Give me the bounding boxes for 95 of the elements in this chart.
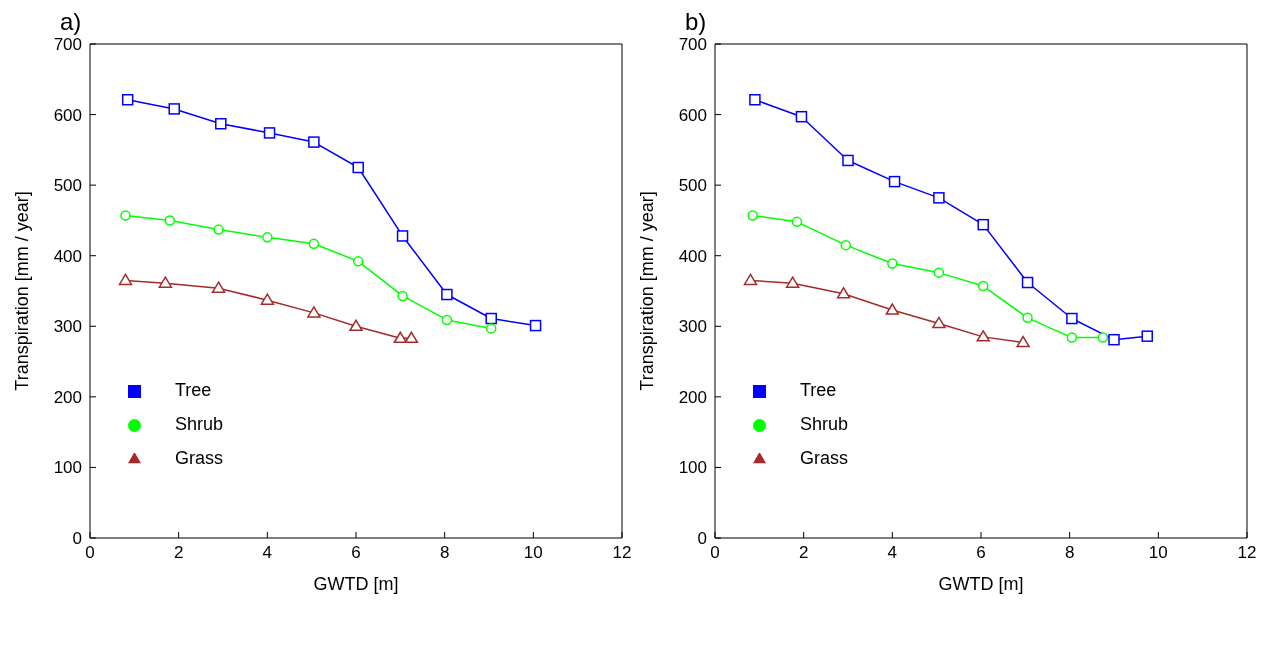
point — [349, 319, 363, 332]
y-tick-label: 400 — [53, 246, 82, 266]
chart-title: a) — [60, 8, 82, 36]
chart-title: b) — [685, 8, 707, 36]
point — [749, 94, 761, 106]
x-tick-label: 10 — [523, 543, 543, 563]
point — [976, 330, 990, 342]
x-tick-label: 0 — [710, 543, 720, 563]
point — [1066, 332, 1078, 343]
point — [352, 161, 364, 174]
y-tick-label: 0 — [697, 529, 707, 549]
legend-label: Tree — [175, 380, 212, 400]
y-tick-label: 500 — [53, 176, 82, 196]
point — [396, 230, 409, 242]
x-tick-label: 6 — [351, 543, 361, 563]
point — [885, 303, 900, 315]
point — [262, 232, 273, 243]
legend-label: Tree — [800, 380, 837, 400]
point — [1097, 332, 1109, 343]
y-tick-label: 700 — [53, 35, 82, 55]
point — [441, 288, 453, 301]
legend-label: Grass — [800, 448, 849, 468]
point — [887, 258, 898, 269]
x-tick-label: 8 — [439, 543, 450, 563]
point — [308, 136, 320, 148]
point — [485, 323, 497, 334]
legend-label: Shrub — [175, 414, 224, 434]
point — [485, 312, 497, 325]
point — [308, 238, 320, 249]
point — [1021, 276, 1034, 289]
y-tick-label: 100 — [53, 458, 82, 478]
point — [404, 331, 419, 344]
y-tick-label: 100 — [678, 458, 707, 478]
point — [977, 280, 989, 292]
y-tick-label: 600 — [53, 105, 82, 125]
point — [168, 103, 180, 115]
point — [352, 256, 364, 267]
point — [120, 210, 131, 221]
x-tick-label: 6 — [976, 543, 986, 563]
point — [118, 273, 133, 286]
point — [1066, 312, 1078, 325]
point — [441, 314, 453, 326]
x-tick-label: 8 — [1064, 543, 1075, 563]
y-tick-label: 200 — [678, 387, 707, 407]
y-tick-label: 400 — [678, 246, 707, 266]
x-tick-label: 4 — [887, 543, 898, 563]
point — [836, 287, 851, 299]
point — [932, 316, 946, 329]
y-tick-label: 200 — [53, 387, 82, 407]
y-tick-label: 500 — [678, 176, 707, 196]
x-tick-label: 10 — [1148, 543, 1168, 563]
x-tick-label: 4 — [262, 543, 273, 563]
point — [307, 306, 321, 318]
y-tick-label: 300 — [53, 317, 82, 337]
point — [393, 331, 408, 344]
x-tick-label: 2 — [173, 543, 184, 563]
point — [211, 281, 226, 293]
point — [933, 192, 945, 204]
point — [397, 290, 408, 302]
point — [158, 276, 173, 288]
point — [840, 239, 852, 251]
legend-label: Shrub — [800, 414, 849, 434]
point — [260, 293, 275, 305]
point — [164, 215, 176, 226]
point — [795, 110, 808, 123]
point — [213, 224, 224, 235]
x-tick-label: 12 — [612, 543, 632, 563]
point — [842, 154, 854, 167]
point — [529, 319, 542, 332]
point — [743, 273, 758, 286]
point — [215, 118, 227, 130]
x-axis-title: GWTD [m] — [313, 574, 399, 594]
point — [785, 276, 800, 288]
y-tick-label: 700 — [678, 35, 707, 55]
point — [791, 216, 803, 228]
x-tick-label: 2 — [798, 543, 809, 563]
point — [747, 210, 758, 221]
point — [933, 267, 945, 278]
y-tick-label: 600 — [678, 105, 707, 125]
point — [263, 127, 276, 139]
y-tick-label: 300 — [678, 317, 707, 337]
y-axis-title: Transpiration [mm / year] — [12, 191, 33, 391]
x-tick-label: 0 — [85, 543, 95, 563]
point — [1022, 312, 1033, 324]
point — [888, 175, 901, 188]
point — [1016, 335, 1030, 348]
x-axis-title: GWTD [m] — [938, 574, 1024, 594]
point — [121, 94, 134, 106]
legend-label: Grass — [175, 448, 224, 468]
point — [1141, 330, 1153, 342]
point — [977, 218, 989, 231]
y-tick-label: 0 — [72, 529, 82, 549]
y-axis-title: Transpiration [mm / year] — [637, 191, 658, 391]
point — [1108, 333, 1120, 346]
x-tick-label: 12 — [1237, 543, 1257, 563]
